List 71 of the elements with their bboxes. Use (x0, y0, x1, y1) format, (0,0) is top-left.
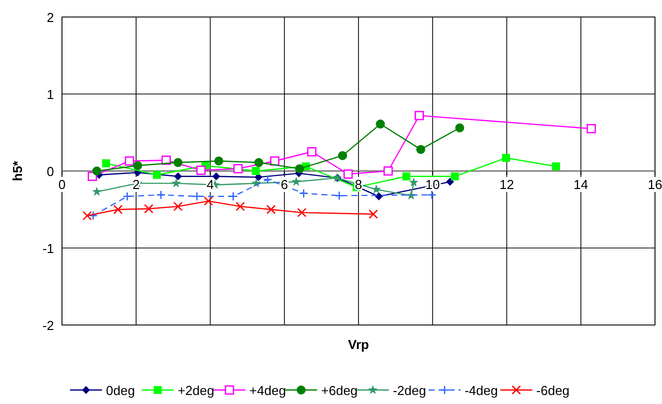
legend-label: 0deg (106, 383, 135, 398)
point (254, 158, 264, 168)
point (295, 164, 304, 174)
point (270, 156, 280, 166)
point (196, 166, 206, 175)
x-axis-title: Vrp (348, 337, 370, 352)
point (144, 204, 154, 214)
point (233, 164, 243, 174)
point (455, 123, 464, 132)
point (204, 196, 214, 206)
legend-label: -6deg (536, 383, 570, 398)
legend-label: +4deg (249, 383, 286, 398)
point (156, 190, 166, 200)
point (92, 166, 102, 176)
point (133, 161, 142, 170)
y-tick-label: 2 (46, 10, 54, 25)
point (263, 174, 272, 184)
y-tick-label: 0 (46, 164, 54, 179)
point (372, 184, 382, 194)
point (427, 190, 437, 200)
point (228, 192, 238, 202)
point (214, 156, 224, 166)
point (124, 156, 134, 166)
point (82, 211, 92, 220)
point (307, 147, 316, 156)
point (212, 172, 220, 180)
y-tick-label: -2 (42, 318, 54, 333)
point (236, 202, 245, 212)
legend-label: -4deg (464, 383, 498, 398)
x-tick-label: 16 (648, 177, 662, 192)
point (122, 192, 132, 202)
point (402, 172, 410, 180)
point (446, 178, 454, 186)
point (92, 186, 102, 196)
point (171, 178, 181, 188)
legend-label: +6deg (321, 383, 358, 398)
legend-label: -2deg (392, 383, 426, 398)
y-tick-label: -1 (42, 241, 54, 256)
point (502, 154, 510, 162)
point (291, 176, 301, 186)
x-tick-label: 0 (58, 177, 66, 192)
point (102, 159, 110, 168)
point (374, 192, 383, 200)
point (174, 172, 182, 180)
y-axis-title: h5* (10, 160, 25, 182)
x-tick-label: 14 (574, 177, 588, 192)
legend-label: +2deg (178, 383, 214, 398)
point (450, 172, 459, 180)
point (298, 188, 308, 198)
point (338, 151, 348, 160)
point (343, 169, 353, 179)
x-tick-label: 12 (500, 177, 514, 192)
point (376, 120, 385, 129)
point (266, 204, 276, 214)
point (252, 167, 260, 175)
point (174, 158, 183, 168)
point (334, 190, 344, 200)
point (192, 192, 202, 202)
point (416, 144, 426, 154)
point (368, 209, 378, 219)
point (297, 208, 306, 218)
point (586, 124, 596, 134)
point (88, 211, 98, 220)
point (414, 110, 424, 120)
point (408, 178, 418, 187)
point (384, 166, 393, 176)
point (113, 204, 123, 214)
point (552, 162, 560, 170)
point (173, 202, 183, 212)
point (152, 170, 161, 179)
y-tick-label: 1 (46, 87, 54, 102)
